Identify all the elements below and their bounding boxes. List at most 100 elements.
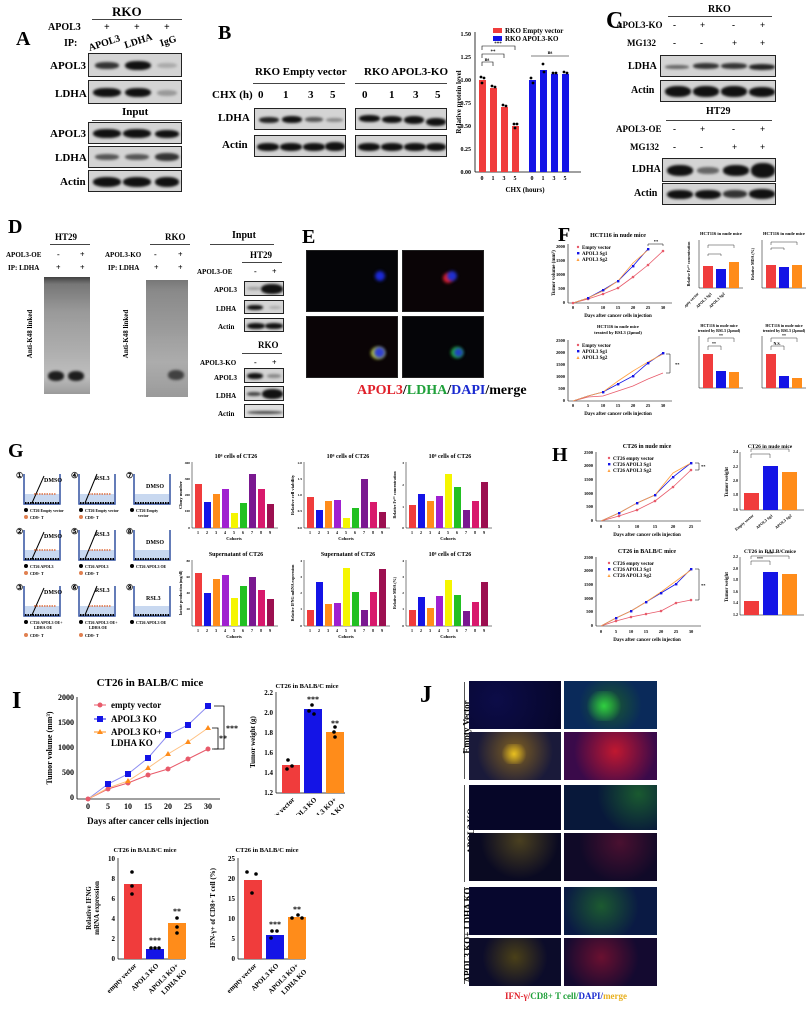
legend-label: Empty vector [582, 344, 612, 349]
svg-text:10: 10 [124, 802, 132, 811]
blot-d-rko-apol3 [244, 368, 284, 383]
svg-text:RSL3: RSL3 [146, 596, 161, 602]
svg-text:CT26 APOL3 OE+: CT26 APOL3 OE+ [85, 620, 118, 625]
lane-sign: + [178, 263, 183, 272]
chx-label: CHX (h) [212, 89, 253, 101]
svg-text:15: 15 [616, 305, 621, 310]
blot-input-actin [88, 170, 182, 192]
svg-text:2: 2 [420, 530, 422, 535]
cell-line-title: RKO [112, 4, 142, 19]
svg-text:mRNA expression: mRNA expression [93, 881, 101, 935]
svg-text:10: 10 [108, 855, 116, 863]
blot-label: APOL3 [50, 60, 87, 72]
svg-text:Tumor volume (mm³): Tumor volume (mm³) [551, 250, 557, 296]
svg-text:30: 30 [661, 305, 666, 310]
svg-text:APOL3 KO+: APOL3 KO+ [111, 727, 162, 737]
svg-text:⑨: ⑨ [126, 583, 133, 592]
svg-text:15: 15 [616, 403, 621, 408]
svg-text:4: 4 [438, 628, 440, 633]
svg-text:9: 9 [269, 530, 271, 535]
svg-text:500: 500 [558, 286, 566, 291]
svg-text:CT26 Empty: CT26 Empty [136, 508, 158, 513]
svg-text:2: 2 [206, 628, 208, 633]
svg-text:3: 3 [300, 575, 302, 579]
row-label: APOL3-OE [6, 251, 42, 259]
blot-label: LDHA [632, 164, 661, 175]
svg-text:4: 4 [224, 628, 226, 633]
lane-sign: + [760, 142, 766, 152]
chart-title: HCT116 in nude mice [763, 231, 805, 236]
svg-text:1000: 1000 [556, 272, 566, 277]
svg-text:8: 8 [474, 530, 476, 535]
svg-text:0: 0 [531, 176, 534, 182]
chart-title: HCT116 in nude mice [590, 233, 646, 239]
svg-text:9: 9 [381, 530, 383, 535]
cell-line-title: RKO [165, 232, 186, 242]
svg-text:CD8+ T: CD8+ T [30, 515, 44, 520]
chart-title: CT26 in BALB/C mice [97, 677, 204, 689]
svg-text:2000: 2000 [58, 693, 74, 702]
significance-mark: *** [149, 936, 161, 945]
svg-text:2: 2 [420, 628, 422, 633]
svg-text:1: 1 [492, 176, 495, 182]
legend-label: CT26 APOL3 Sg2 [613, 574, 652, 579]
svg-text:500: 500 [586, 609, 594, 614]
chart-title: 10⁶ cells of CT26 [429, 552, 472, 558]
svg-text:1.8: 1.8 [733, 492, 738, 497]
svg-text:**: ** [719, 333, 723, 338]
timepoint: 5 [330, 89, 336, 101]
blot-d-ht29-ldha [244, 300, 284, 314]
timepoint: 1 [283, 89, 289, 101]
svg-text:1500: 1500 [58, 718, 74, 727]
svg-text:4: 4 [112, 915, 116, 923]
legend-label: APOL3 Sg1 [582, 350, 608, 355]
blot-label: APOL3 [214, 286, 237, 294]
svg-text:2.4: 2.4 [733, 449, 738, 454]
svg-text:Relative IFNG: Relative IFNG [85, 886, 93, 930]
svg-text:6: 6 [242, 628, 244, 633]
svg-text:DMSO: DMSO [44, 478, 62, 484]
svg-text:300: 300 [185, 477, 191, 481]
svg-text:8: 8 [260, 628, 262, 633]
lane-sign: + [272, 358, 277, 367]
svg-text:CT26 APOL3: CT26 APOL3 [85, 564, 108, 569]
lane-sign: - [732, 124, 735, 134]
lane-sign: + [700, 20, 706, 30]
svg-text:500: 500 [62, 768, 74, 777]
lane-sign: - [154, 250, 157, 259]
blot-label: Actin [631, 85, 655, 96]
chart-g-clone: 10⁶ cells of CT26 Clony number 400 300 200… [178, 454, 278, 541]
svg-text:8: 8 [112, 875, 116, 883]
chart-title: CT26 in BALB/C mice [113, 847, 176, 854]
svg-text:20: 20 [631, 403, 636, 408]
chart-g-ifng: Supernatant of CT26 Relative IFNG mRNA e… [290, 552, 390, 639]
y-axis-label: IFN-γ+ of CD8+ T cell (%) [209, 867, 217, 948]
x-axis-label: Days after cancer cells injection [613, 638, 681, 643]
legend-label: APOL3 KO [111, 714, 157, 724]
blot-label: APOL3 [50, 128, 87, 140]
fluor-legend-e: APOL3/LDHA/DAPI/merge [357, 383, 527, 399]
if-image-empty-dapi [469, 681, 561, 729]
chart-title: Supernatant of CT26 [321, 552, 375, 558]
svg-text:0: 0 [402, 526, 404, 530]
svg-text:500: 500 [586, 504, 594, 509]
svg-text:④: ④ [71, 471, 78, 480]
lane-sign: + [80, 250, 85, 259]
svg-text:2.2: 2.2 [733, 554, 738, 559]
svg-text:4: 4 [300, 559, 302, 563]
svg-text:HCT116 in nude mice: HCT116 in nude mice [700, 323, 737, 328]
svg-text:20: 20 [659, 629, 664, 634]
svg-text:Empty vector: Empty vector [734, 513, 755, 532]
svg-text:treated by RSL3 (2μmol): treated by RSL3 (2μmol) [763, 328, 806, 333]
svg-text:6: 6 [354, 530, 356, 535]
svg-text:2500: 2500 [584, 555, 594, 560]
svg-text:1: 1 [309, 628, 311, 633]
legend-label: CT26 empty vector [613, 562, 655, 567]
svg-text:LDHA KO: LDHA KO [111, 738, 153, 748]
svg-text:5: 5 [232, 935, 236, 943]
if-image-empty-merge [469, 732, 561, 780]
svg-text:APOL3 Sg2: APOL3 Sg2 [774, 513, 793, 530]
blot-label: Actin [634, 188, 658, 199]
svg-text:5: 5 [564, 176, 567, 182]
lane-sign: + [732, 38, 738, 48]
